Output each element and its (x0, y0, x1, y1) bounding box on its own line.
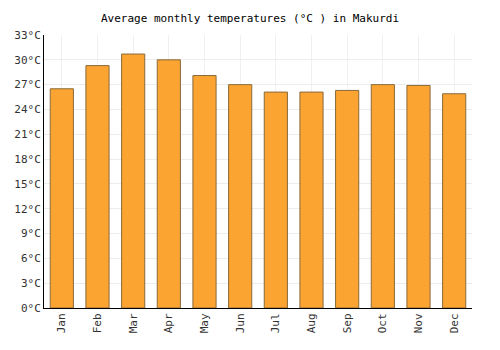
svg-text:Mar: Mar (127, 313, 140, 333)
svg-text:Sep: Sep (341, 313, 354, 333)
svg-text:27°C: 27°C (14, 78, 41, 91)
svg-text:3°C: 3°C (21, 277, 41, 290)
svg-text:Apr: Apr (162, 313, 175, 333)
svg-text:Aug: Aug (305, 313, 318, 333)
svg-text:33°C: 33°C (14, 29, 41, 42)
svg-text:Jan: Jan (55, 313, 68, 333)
svg-text:18°C: 18°C (14, 153, 41, 166)
svg-text:Jun: Jun (234, 313, 247, 333)
svg-text:Feb: Feb (91, 313, 104, 333)
svg-text:Jul: Jul (269, 313, 282, 333)
svg-text:30°C: 30°C (14, 54, 41, 67)
svg-text:Dec: Dec (448, 313, 461, 333)
svg-text:May: May (198, 313, 211, 333)
svg-text:Oct: Oct (376, 313, 389, 333)
svg-text:12°C: 12°C (14, 203, 41, 216)
svg-text:Nov: Nov (412, 313, 425, 333)
svg-text:0°C: 0°C (21, 302, 41, 315)
svg-text:15°C: 15°C (14, 178, 41, 191)
svg-text:6°C: 6°C (21, 252, 41, 265)
svg-text:Average monthly temperatures (: Average monthly temperatures (°C ) in Ma… (101, 12, 399, 25)
svg-text:21°C: 21°C (14, 128, 41, 141)
svg-text:9°C: 9°C (21, 227, 41, 240)
svg-text:24°C: 24°C (14, 103, 41, 116)
